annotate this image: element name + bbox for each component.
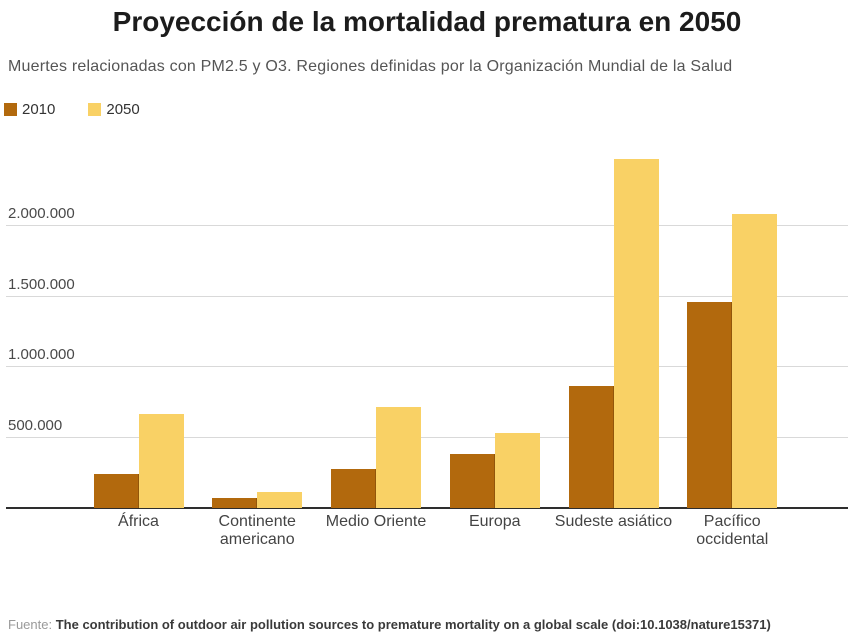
y-tick-label: 2.000.000 [8,205,75,223]
bar-2050 [376,406,421,508]
gridline [6,225,848,227]
legend-swatch-2010 [4,103,17,116]
x-axis-label: Pacífico occidental [696,513,769,548]
x-axis-label: Medio Oriente [325,513,427,530]
gridline [6,295,848,297]
legend-item-2010: 2010 [4,101,55,118]
legend-swatch-2050 [88,103,102,116]
bar-2010 [568,386,614,508]
chart-subtitle: Muertes relacionadas con PM2.5 y O3. Reg… [8,58,733,75]
gridline [6,366,848,368]
bar-2010 [449,454,495,508]
bar-2050 [138,413,184,508]
gridline [6,436,848,438]
legend-label-2010: 2010 [22,101,56,118]
bar-2050 [732,214,778,508]
bar-group [93,413,184,508]
bar-group [687,214,778,508]
bar-2050 [613,158,659,508]
bar-group [212,491,303,508]
y-tick-label: 1.500.000 [8,275,75,293]
bar-group [449,433,540,508]
y-tick-label: 500.000 [8,416,63,434]
bar-2010 [331,468,376,508]
x-axis-baseline [6,507,848,509]
legend-item-2050: 2050 [88,101,140,118]
bar-2050 [257,491,303,508]
bar-group [568,158,659,508]
x-axis-labels: África Continente americano Medio Oriente E… [6,513,848,557]
source-line: Fuente: The contribution of outdoor air … [8,617,846,632]
legend-label-2050: 2050 [106,101,140,118]
source-text: The contribution of outdoor air pollutio… [55,617,771,632]
bar-2050 [494,433,540,508]
legend: 2010 2050 [4,101,173,118]
bar-2010 [212,498,258,508]
x-axis-label: Europa [468,513,521,530]
x-axis-label: Continente americano [218,513,296,548]
x-axis-label: África [118,513,159,530]
plot-area: 500.000 1.000.000 1.500.000 2.000.000 [6,150,848,509]
source-prefix: Fuente: [8,617,53,632]
bar-2010 [687,301,733,508]
x-axis-label: Sudeste asiático [554,513,673,530]
chart-title: Proyección de la mortalidad prematura en… [112,6,742,37]
y-tick-label: 1.000.000 [8,346,75,364]
bar-group [331,406,421,508]
bar-2010 [93,474,139,508]
